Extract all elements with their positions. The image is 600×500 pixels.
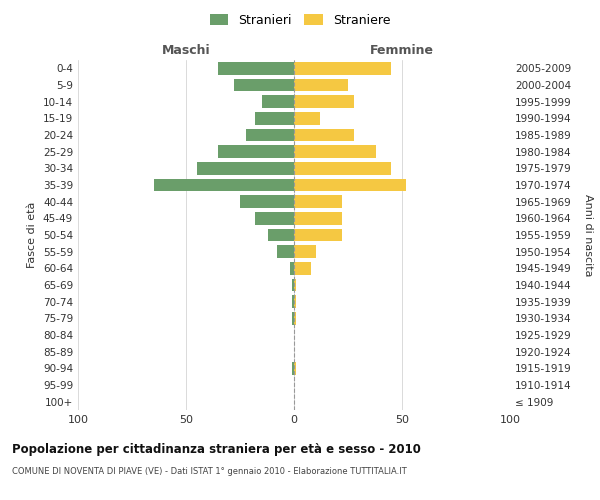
- Bar: [294, 246, 316, 258]
- Y-axis label: Anni di nascita: Anni di nascita: [583, 194, 593, 276]
- Bar: [294, 229, 341, 241]
- Bar: [255, 112, 294, 124]
- Bar: [277, 246, 294, 258]
- Bar: [294, 129, 355, 141]
- Bar: [292, 312, 294, 324]
- Bar: [292, 296, 294, 308]
- Text: Femmine: Femmine: [370, 44, 434, 57]
- Bar: [292, 279, 294, 291]
- Bar: [294, 196, 341, 208]
- Bar: [294, 296, 296, 308]
- Bar: [294, 79, 348, 92]
- Bar: [294, 262, 311, 274]
- Bar: [218, 62, 294, 74]
- Bar: [240, 196, 294, 208]
- Bar: [294, 312, 296, 324]
- Bar: [292, 362, 294, 374]
- Bar: [262, 96, 294, 108]
- Bar: [218, 146, 294, 158]
- Bar: [154, 179, 294, 192]
- Bar: [294, 212, 341, 224]
- Bar: [294, 146, 376, 158]
- Bar: [294, 96, 355, 108]
- Bar: [294, 279, 296, 291]
- Bar: [247, 129, 294, 141]
- Text: COMUNE DI NOVENTA DI PIAVE (VE) - Dati ISTAT 1° gennaio 2010 - Elaborazione TUTT: COMUNE DI NOVENTA DI PIAVE (VE) - Dati I…: [12, 468, 407, 476]
- Text: Popolazione per cittadinanza straniera per età e sesso - 2010: Popolazione per cittadinanza straniera p…: [12, 442, 421, 456]
- Bar: [294, 62, 391, 74]
- Bar: [294, 179, 406, 192]
- Bar: [268, 229, 294, 241]
- Bar: [255, 212, 294, 224]
- Text: Maschi: Maschi: [161, 44, 211, 57]
- Y-axis label: Fasce di età: Fasce di età: [28, 202, 37, 268]
- Legend: Stranieri, Straniere: Stranieri, Straniere: [205, 8, 395, 32]
- Bar: [294, 162, 391, 174]
- Bar: [233, 79, 294, 92]
- Bar: [294, 112, 320, 124]
- Bar: [290, 262, 294, 274]
- Bar: [294, 362, 296, 374]
- Bar: [197, 162, 294, 174]
